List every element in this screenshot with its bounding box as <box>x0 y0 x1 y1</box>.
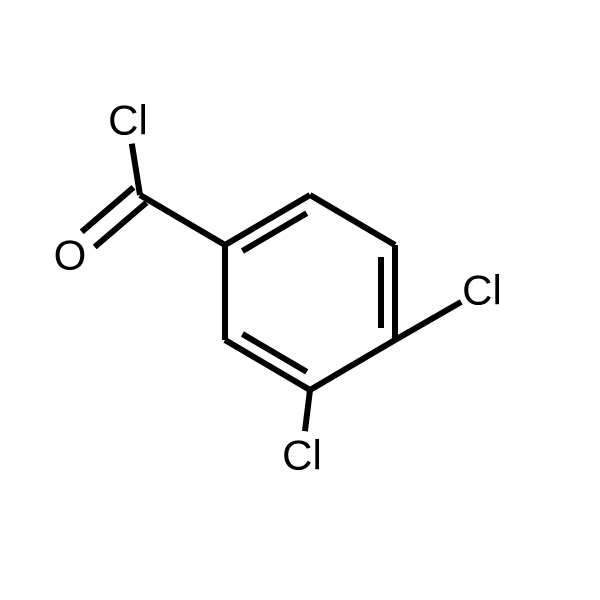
atom-label-cl2: Cl <box>282 432 322 479</box>
bond <box>395 302 461 340</box>
bond <box>140 195 225 245</box>
atom-label-cl1: Cl <box>108 97 148 144</box>
atom-label-cl3: Cl <box>462 267 502 314</box>
bond <box>95 203 147 247</box>
bond <box>82 187 134 231</box>
bond <box>310 340 395 390</box>
bond <box>305 390 310 431</box>
atom-label-o: O <box>54 232 87 279</box>
molecule-diagram: O Cl Cl Cl <box>0 0 600 600</box>
bond <box>310 195 395 245</box>
